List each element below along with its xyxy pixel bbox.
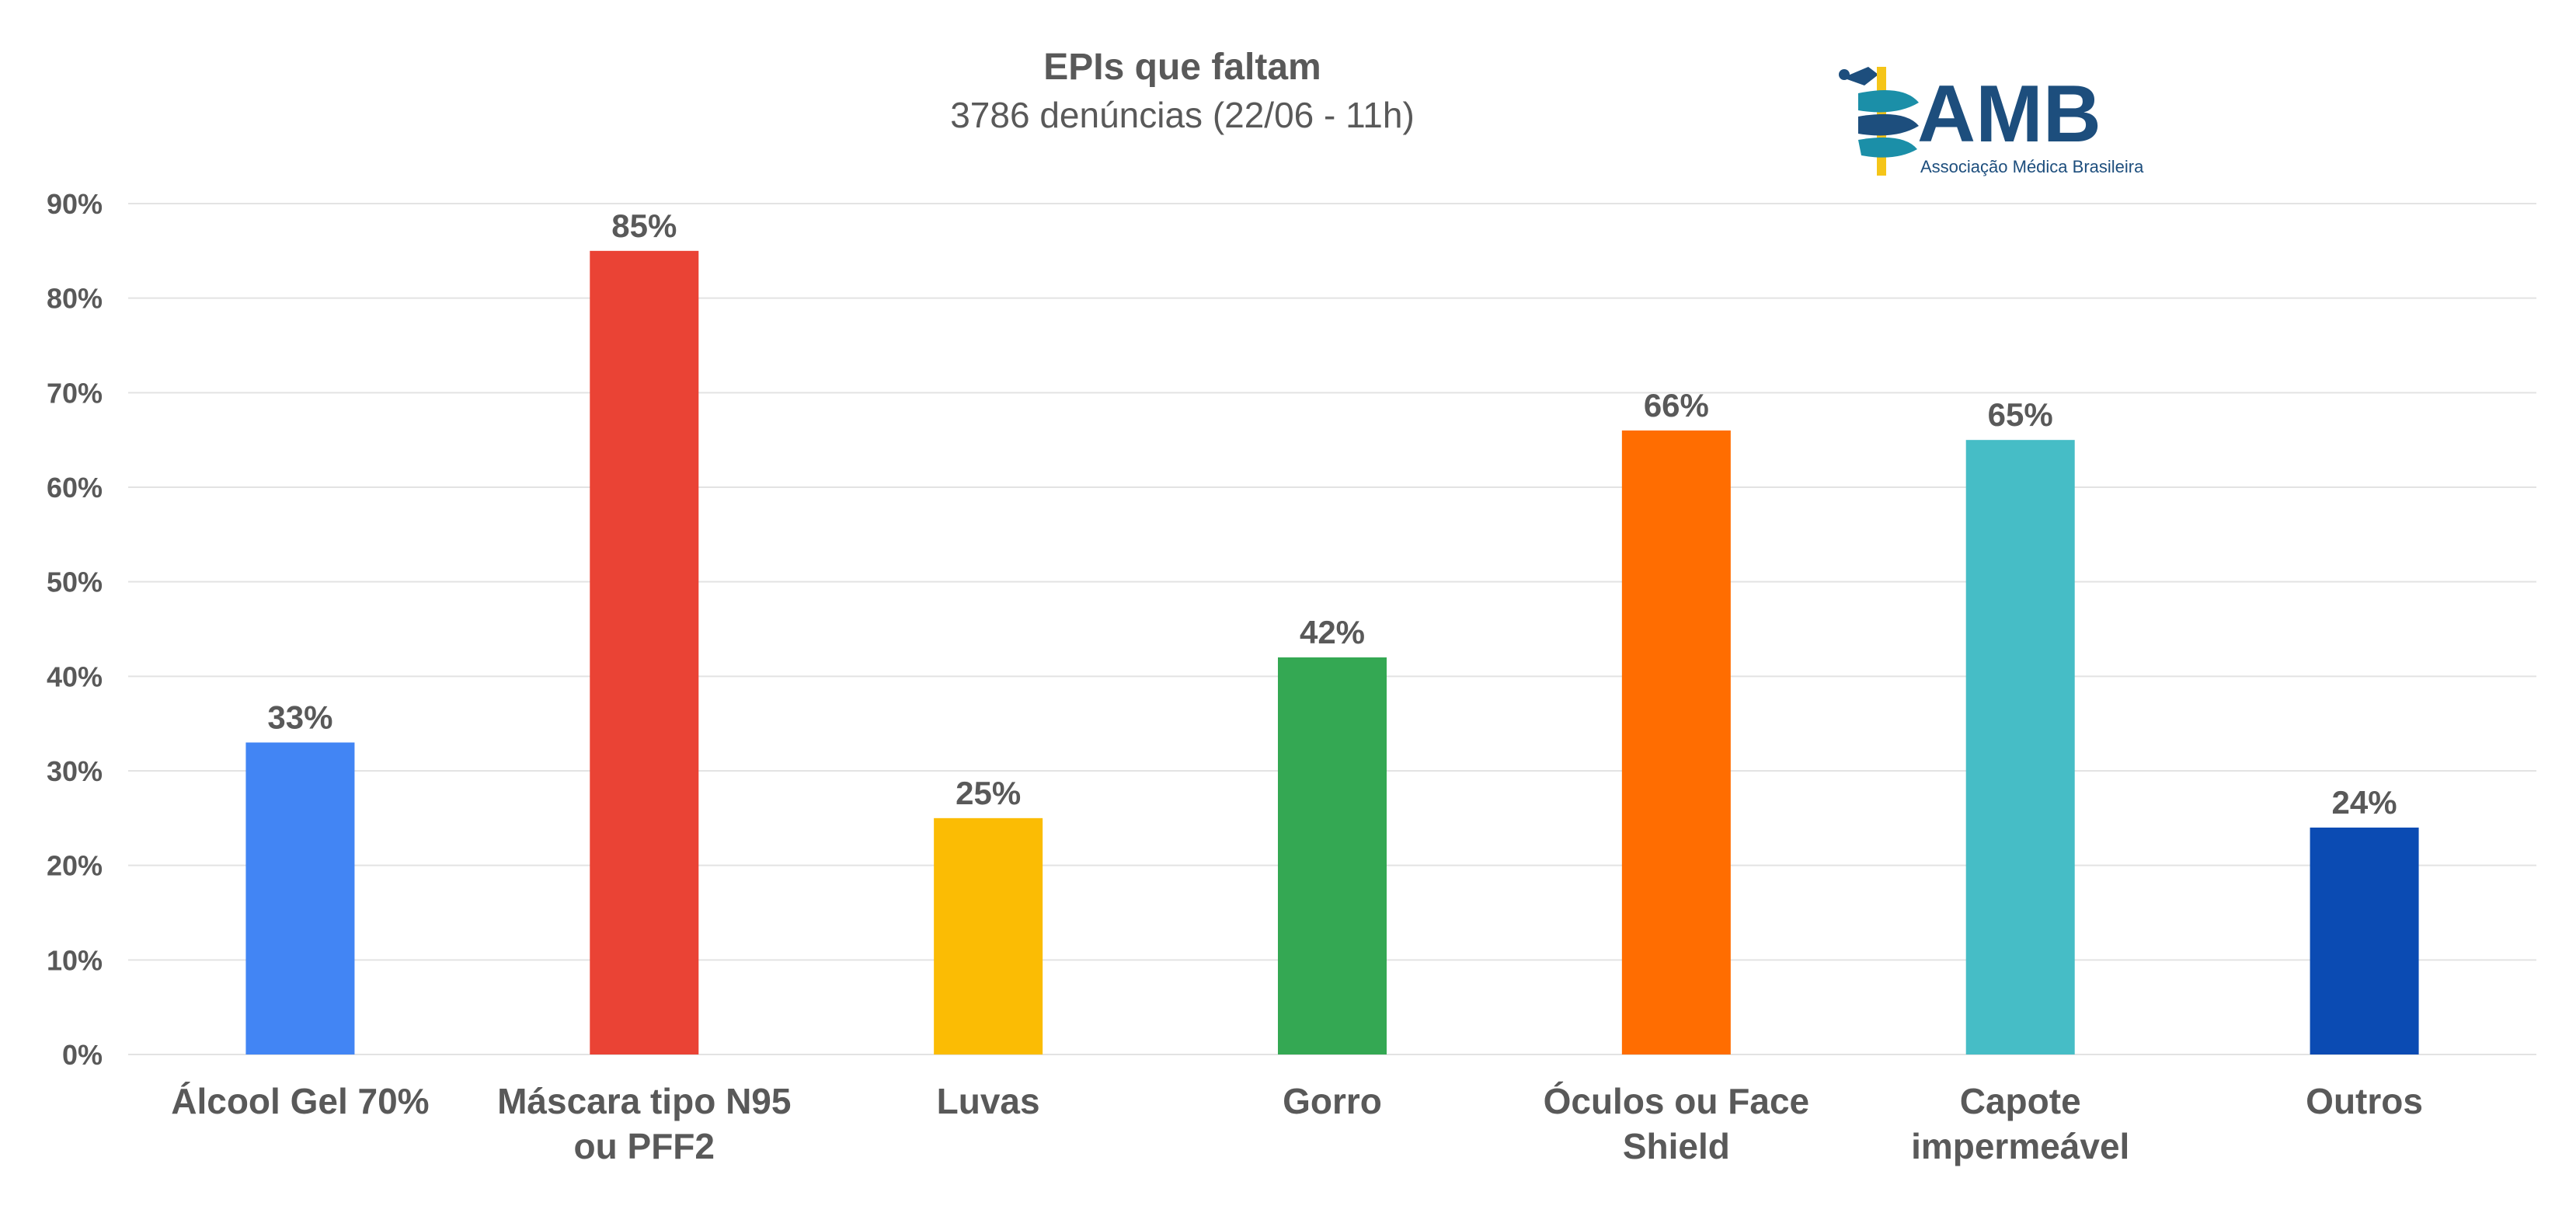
chart-title: EPIs que faltam (1043, 47, 1321, 88)
value-labels: 33% 85% 25% 42% 66% 65% 24% (267, 207, 2397, 821)
data-label: 85% (611, 207, 677, 244)
logo-name: AMB (1917, 69, 2101, 159)
y-tick-label: 50% (47, 566, 103, 598)
x-tick-label: Máscara tipo N95 (497, 1081, 791, 1121)
amb-logo: AMB Associação Médica Brasileira (1839, 67, 2144, 176)
x-tick-label: Óculos ou Face (1544, 1081, 1810, 1121)
x-tick-label: Luvas (937, 1081, 1040, 1121)
x-tick-label: impermeável (1911, 1126, 2129, 1166)
x-tick-label: Gorro (1283, 1081, 1382, 1121)
bars (245, 250, 2419, 1054)
x-tick-label: Álcool Gel 70% (171, 1081, 429, 1121)
x-tick-label: ou PFF2 (574, 1126, 715, 1166)
data-label: 25% (956, 775, 1021, 811)
y-tick-label: 30% (47, 755, 103, 787)
x-tick-label: Shield (1623, 1126, 1730, 1166)
y-tick-label: 0% (62, 1039, 103, 1071)
bar (245, 742, 355, 1054)
data-label: 33% (267, 699, 332, 736)
y-tick-label: 10% (47, 944, 103, 976)
data-label: 24% (2332, 784, 2397, 821)
data-label: 66% (1644, 387, 1709, 424)
y-tick-label: 90% (47, 188, 103, 220)
bar (590, 250, 699, 1054)
bar (1278, 657, 1387, 1054)
bar (2310, 828, 2419, 1054)
logo-tagline: Associação Médica Brasileira (1920, 157, 2144, 176)
x-tick-label: Capote (1960, 1081, 2081, 1121)
amb-emblem-icon (1839, 67, 1919, 176)
y-tick-label: 20% (47, 850, 103, 882)
y-tick-label: 70% (47, 377, 103, 409)
data-label: 42% (1300, 614, 1365, 650)
y-tick-label: 80% (47, 283, 103, 315)
bar (1965, 440, 2075, 1054)
bar (934, 817, 1043, 1054)
y-tick-label: 40% (47, 661, 103, 692)
data-label: 65% (1988, 396, 2053, 433)
x-axis-labels: Álcool Gel 70% Máscara tipo N95 ou PFF2 Luv… (171, 1081, 2423, 1166)
x-tick-label: Outros (2306, 1081, 2423, 1121)
y-axis-ticks: 0% 10% 20% 30% 40% 50% 60% 70% 80% 90% (47, 188, 103, 1071)
y-tick-label: 60% (47, 472, 103, 504)
bar (1621, 430, 1731, 1054)
chart-subtitle: 3786 denúncias (22/06 - 11h) (950, 95, 1415, 135)
